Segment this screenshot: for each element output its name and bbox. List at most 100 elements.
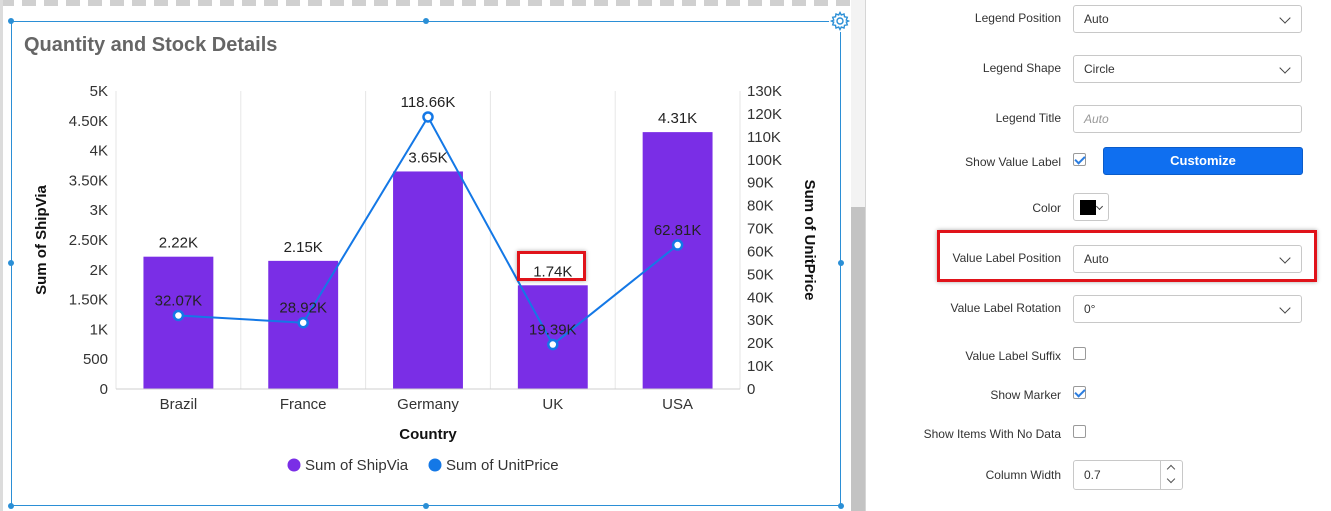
bar-value-label: 3.65K [408,149,447,166]
value-label-suffix-checkbox[interactable] [1073,347,1086,360]
value-label-suffix-row: Value Label Suffix [867,341,1331,371]
value-label-position-select[interactable]: Auto [1073,245,1302,273]
y2-tick-label: 100K [747,152,782,169]
show-marker-checkbox[interactable] [1073,386,1086,399]
resize-handle-top[interactable] [423,18,429,24]
y2-tick-label: 0 [747,381,755,398]
legend-shape-select[interactable]: Circle [1073,55,1302,83]
line-marker[interactable] [172,309,185,322]
bar-value-label: 4.31K [658,110,697,127]
legend-label[interactable]: Sum of ShipVia [305,457,409,474]
legend-shape-label: Legend Shape [982,61,1061,75]
y2-tick-label: 120K [747,106,782,123]
y2-tick-label: 40K [747,289,774,306]
value-label-position-value: Auto [1084,252,1109,266]
column-width-label: Column Width [985,468,1061,482]
y-tick-label: 3.50K [69,172,108,189]
show-value-label-row: Show Value Label Customize [867,147,1331,177]
x-axis-title: Country [399,426,457,443]
chevron-down-icon [1279,252,1291,264]
customize-button[interactable]: Customize [1103,147,1303,175]
resize-handle-right[interactable] [838,260,844,266]
column-width-stepper[interactable]: 0.7 [1073,460,1183,490]
y-tick-label: 4.50K [69,113,108,130]
y2-tick-label: 130K [747,83,782,100]
legend-position-label: Legend Position [974,11,1061,25]
adjacent-widget-edge [0,0,850,6]
show-value-label-label: Show Value Label [965,155,1061,169]
y2-tick-label: 60K [747,243,774,260]
line-marker[interactable] [547,338,559,351]
line-value-label: 62.81K [654,222,702,239]
column-width-value: 0.7 [1084,468,1101,482]
bar-value-label: 2.15K [284,239,323,256]
line-value-label: 118.66K [401,94,456,111]
chevron-down-icon [1279,12,1291,24]
gear-icon[interactable] [829,10,851,32]
legend-marker[interactable] [428,458,442,472]
bar-series [143,132,713,389]
legend-position-select[interactable]: Auto [1073,5,1302,33]
chevron-down-icon [1279,302,1291,314]
bar[interactable] [143,256,214,389]
chevron-down-icon[interactable] [1166,474,1176,484]
color-picker[interactable] [1073,193,1109,221]
y-tick-label: 500 [83,351,108,368]
column-width-row: Column Width 0.7 [867,460,1331,490]
legend-shape-value: Circle [1084,62,1115,76]
y-tick-label: 2.50K [69,232,108,249]
show-items-no-data-label: Show Items With No Data [923,427,1061,441]
y2-tick-label: 20K [747,335,774,352]
value-label-rotation-row: Value Label Rotation 0° [867,293,1331,323]
chart-grid [115,91,741,389]
chart-axes: 0 500 1K 1.50K 2K 2.50K 3K 3.50K 4K 4.50K 5K 0 10K 20… [33,83,818,443]
show-marker-row: Show Marker [867,380,1331,410]
y2-axis-title: Sum of UnitPrice [801,180,818,301]
bar[interactable] [393,171,463,389]
value-label-rotation-label: Value Label Rotation [950,301,1061,315]
show-value-label-checkbox[interactable] [1073,153,1086,166]
resize-handle-bottom-right[interactable] [838,503,844,509]
line-value-label: 28.92K [279,300,327,317]
y-tick-label: 4K [90,143,108,160]
chevron-up-icon[interactable] [1166,464,1176,474]
legend-title-input[interactable]: Auto [1073,105,1302,133]
legend-title-label: Legend Title [995,111,1061,125]
x-tick-label: Brazil [160,396,198,413]
y-tick-label: 1.50K [69,292,108,309]
x-tick-label: France [280,396,327,413]
bar-value-label: 1.74K [533,263,572,280]
resize-handle-left[interactable] [8,260,14,266]
properties-panel: Legend Position Auto Legend Shape Circle… [867,0,1331,511]
line-series [172,111,684,351]
legend-marker[interactable] [287,458,301,472]
line-marker[interactable] [671,239,684,251]
x-tick-label: USA [662,396,693,413]
line-marker[interactable] [297,316,309,329]
widget-title: Quantity and Stock Details [24,34,278,56]
value-label-rotation-select[interactable]: 0° [1073,295,1302,323]
y-tick-label: 1K [90,321,108,338]
resize-handle-bottom[interactable] [423,503,429,509]
line-value-label: 32.07K [155,292,203,309]
show-items-no-data-checkbox[interactable] [1073,425,1086,438]
y2-tick-label: 10K [747,358,774,375]
color-label: Color [1032,201,1061,215]
show-items-no-data-row: Show Items With No Data [867,419,1331,449]
bar[interactable] [642,132,713,389]
y-tick-label: 5K [90,83,108,100]
y2-tick-label: 30K [747,312,774,329]
legend-position-value: Auto [1084,12,1109,26]
resize-handle-bottom-left[interactable] [8,503,14,509]
legend-label[interactable]: Sum of UnitPrice [446,457,559,474]
line-value-label: 19.39K [529,322,577,339]
combo-chart: 2.22K 2.15K 3.65K 1.74K 4.31K 32.07K 28.92K 118… [33,83,818,474]
vertical-scrollbar-thumb[interactable] [851,207,865,511]
canvas-gutter [0,0,3,511]
y-axis-title: Sum of ShipVia [33,184,50,294]
color-row: Color [867,193,1331,223]
value-label-position-label: Value Label Position [952,251,1061,265]
line-marker[interactable] [422,111,434,123]
resize-handle-top-left[interactable] [8,18,14,24]
legend-title-row: Legend Title Auto [867,103,1331,133]
